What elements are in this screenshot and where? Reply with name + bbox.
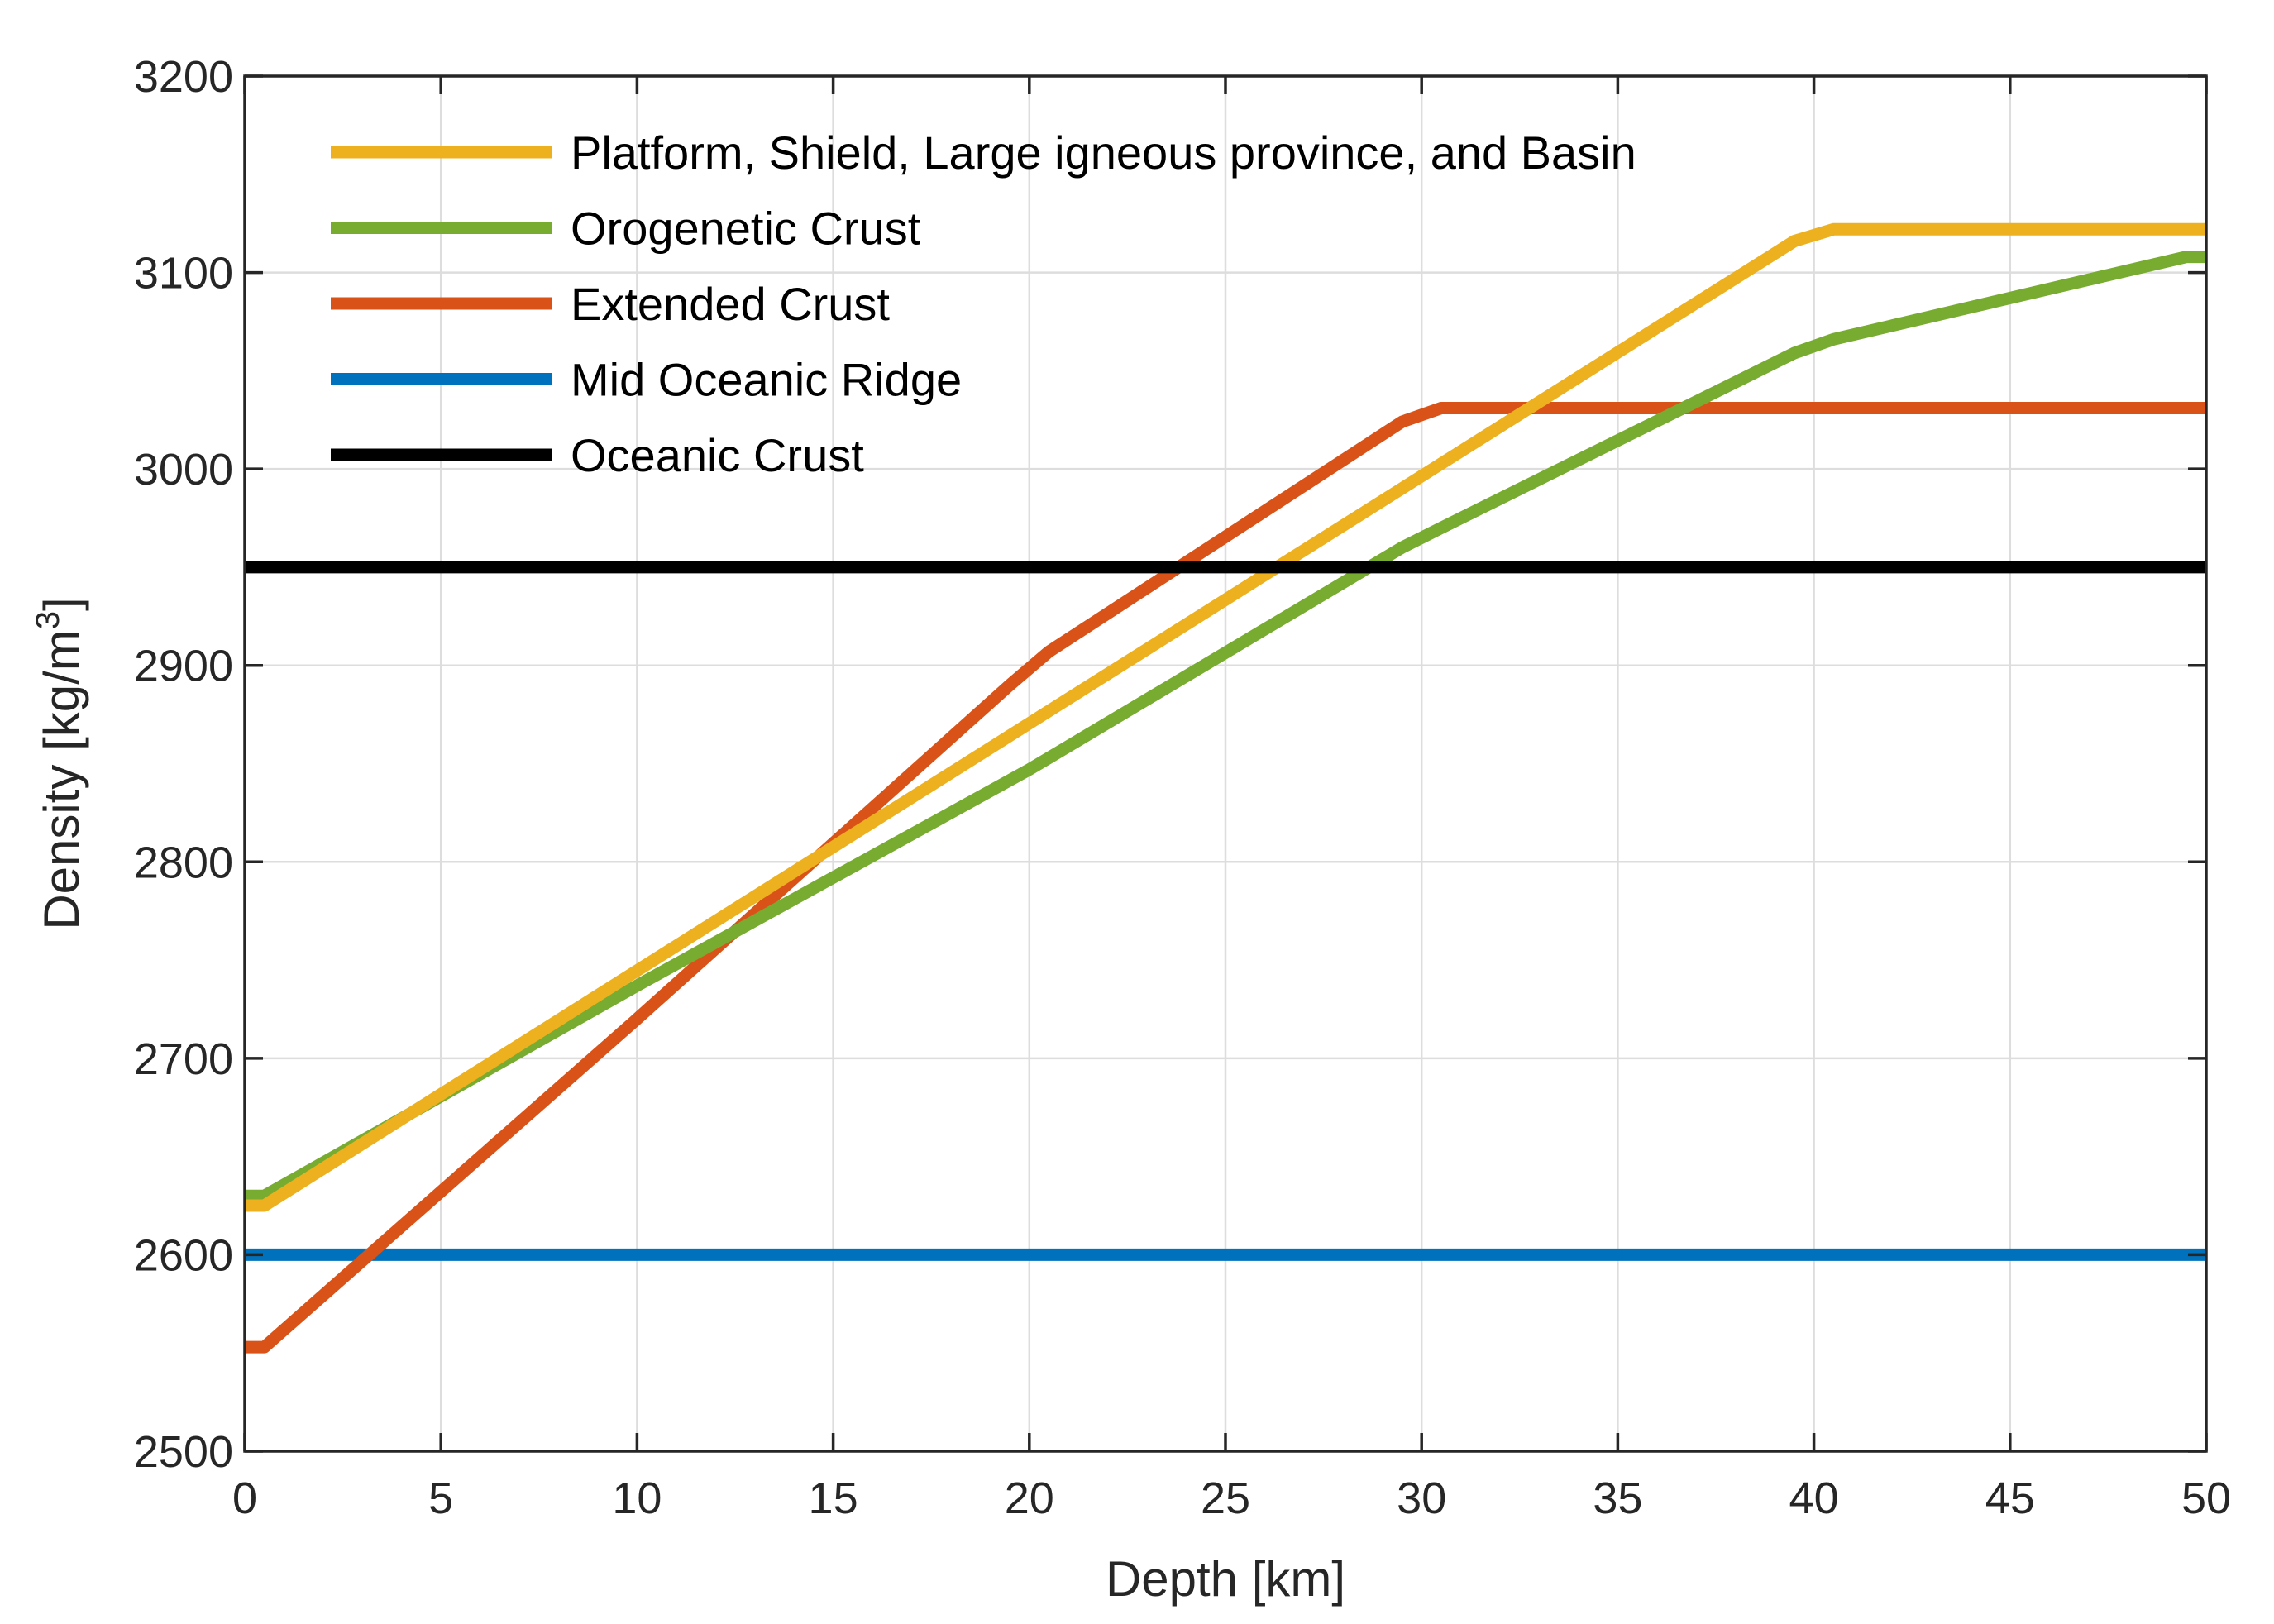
x-tick-label: 25 (1201, 1474, 1250, 1523)
axis-ticks: 0 5 10 15 20 25 30 35 40 45 50 2500 2600 2700 2800 2900… (134, 52, 2231, 1523)
x-tick-label: 15 (809, 1474, 858, 1523)
x-tick-label: 30 (1397, 1474, 1446, 1523)
y-tick-label: 3000 (134, 445, 233, 494)
y-axis-label-main: Density [kg/m (34, 629, 89, 929)
y-tick-label: 3100 (134, 249, 233, 299)
legend: Platform, Shield, Large igneous province… (331, 127, 1636, 481)
y-tick-label: 3200 (134, 52, 233, 102)
y-axis-label: Density [kg/m3] (30, 597, 89, 929)
x-axis-label: Depth [km] (1106, 1551, 1345, 1607)
y-axis-label-superscript: 3 (30, 611, 66, 629)
x-tick-label: 5 (428, 1474, 453, 1523)
x-tick-label: 0 (232, 1474, 257, 1523)
y-tick-label: 2900 (134, 642, 233, 691)
x-tick-label: 45 (1985, 1474, 2035, 1523)
x-tick-label: 20 (1005, 1474, 1054, 1523)
series-line-platform-shield-large-igneous-province-and-basin (245, 222, 2206, 1212)
legend-label-mid-oceanic-ridge: Mid Oceanic Ridge (571, 354, 962, 406)
y-tick-label: 2700 (134, 1034, 233, 1084)
y-tick-label: 2500 (134, 1427, 233, 1477)
legend-label-orogenetic-crust: Orogenetic Crust (571, 203, 921, 255)
y-axis-label-end: ] (34, 597, 89, 611)
legend-label-platform-shield-large-igneous-province-and-basin: Platform, Shield, Large igneous province… (571, 127, 1636, 179)
y-tick-label: 2800 (134, 838, 233, 887)
series-lines (245, 222, 2206, 1354)
series-line-extended-crust (245, 402, 2206, 1354)
x-tick-label: 10 (612, 1474, 662, 1523)
legend-label-extended-crust: Extended Crust (571, 278, 890, 330)
y-tick-label: 2600 (134, 1230, 233, 1280)
svg-text:Density [kg/m3]: Density [kg/m3] (30, 597, 89, 929)
x-tick-label: 35 (1593, 1474, 1642, 1523)
x-tick-label: 40 (1789, 1474, 1839, 1523)
legend-label-oceanic-crust: Oceanic Crust (571, 429, 864, 481)
x-tick-label: 50 (2181, 1474, 2231, 1523)
